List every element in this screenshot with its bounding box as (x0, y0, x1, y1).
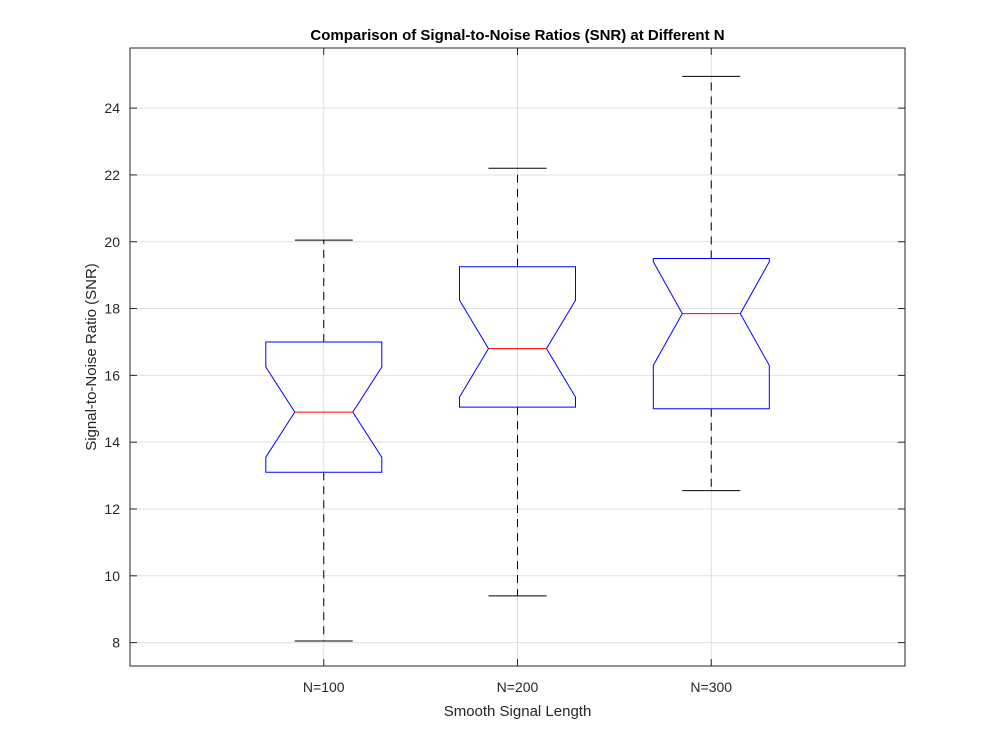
y-tick-label: 24 (104, 100, 120, 116)
box-group (459, 167, 576, 597)
box-layer (265, 75, 770, 642)
y-tick-label: 18 (104, 301, 120, 317)
grid-layer (130, 48, 905, 666)
box-group (652, 75, 770, 492)
y-tick-label: 14 (104, 434, 120, 450)
y-axis-label: Signal-to-Noise Ratio (SNR) (83, 263, 100, 451)
x-axis-label: Smooth Signal Length (444, 703, 592, 720)
x-tick-label: N=300 (690, 679, 732, 695)
notched-box (459, 266, 576, 408)
notched-box (265, 341, 383, 473)
box-group (265, 239, 383, 642)
y-tick-label: 16 (104, 367, 120, 383)
x-tick-label: N=200 (497, 679, 539, 695)
y-tick-label: 8 (112, 635, 120, 651)
notched-box (652, 258, 770, 410)
tick-layer: 8 10 12 14 16 18 20 22 24 N=100 N=200 N=300 (104, 48, 905, 695)
y-tick-label: 12 (104, 501, 120, 517)
x-tick-label: N=100 (303, 679, 345, 695)
y-tick-label: 20 (104, 234, 120, 250)
chart-title: Comparison of Signal-to-Noise Ratios (SN… (310, 27, 724, 44)
y-tick-label: 22 (104, 167, 120, 183)
y-tick-label: 10 (104, 568, 120, 584)
